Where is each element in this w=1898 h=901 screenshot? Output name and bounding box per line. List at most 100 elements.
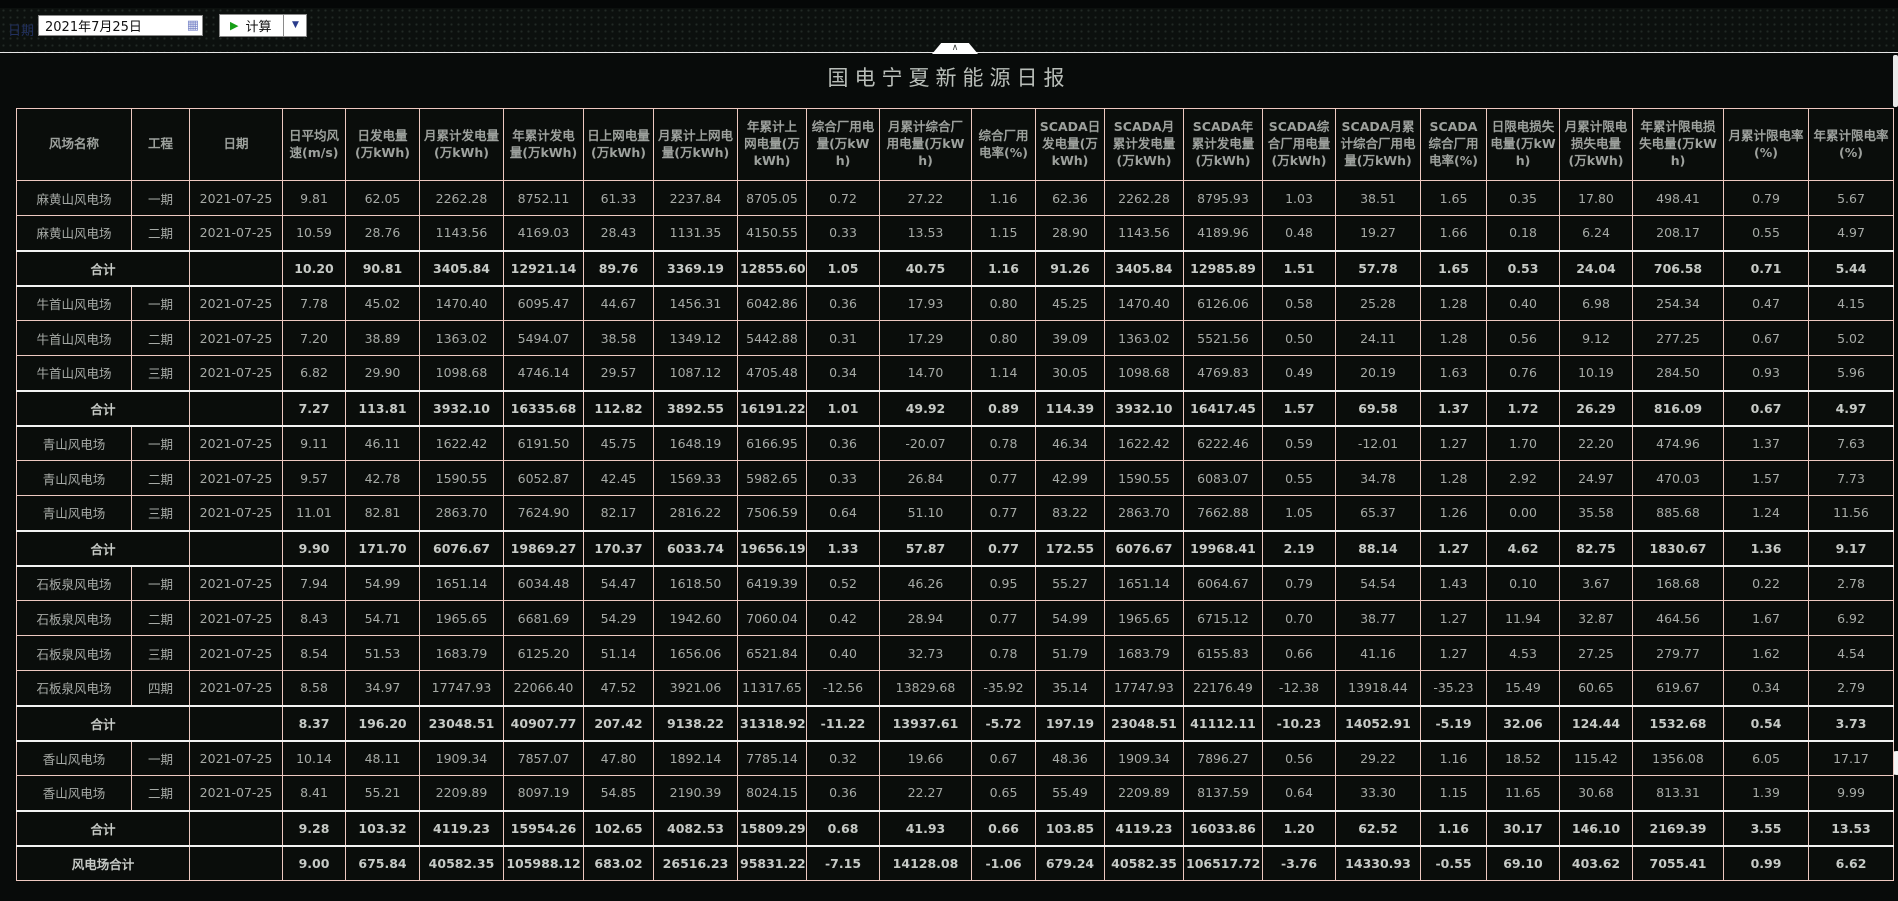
farm-name-cell: 香山风电场 bbox=[16, 775, 132, 811]
total-label-cell: 合计 bbox=[16, 249, 190, 287]
value-cell: 47.52 bbox=[583, 670, 654, 706]
value-cell: 0.40 bbox=[1486, 285, 1560, 321]
subtotal-row: 合计 8.37 196.20 23048.51 40907.77 207.42 9138.2… bbox=[16, 704, 1894, 742]
value-cell: 8024.15 bbox=[737, 775, 807, 811]
value-cell: 0.34 bbox=[806, 355, 880, 391]
value-cell: 8.37 bbox=[282, 704, 346, 742]
table-row: 青山风电场 一期 2021-07-25 9.11 46.11 1622.42 6191.50… bbox=[16, 425, 1894, 461]
value-cell: 55.27 bbox=[1035, 565, 1105, 601]
value-cell: 54.29 bbox=[583, 600, 654, 636]
value-cell: -1.06 bbox=[971, 844, 1036, 881]
value-cell: 54.54 bbox=[1335, 565, 1421, 601]
chevron-down-icon: ▼ bbox=[292, 20, 299, 30]
value-cell: 2262.28 bbox=[419, 180, 504, 216]
column-header: 年累计限电损失电量(万kWh) bbox=[1632, 108, 1724, 181]
farm-name-cell: 青山风电场 bbox=[16, 460, 132, 496]
value-cell: 1.24 bbox=[1723, 495, 1809, 531]
value-cell: 1965.65 bbox=[419, 600, 504, 636]
value-cell: 91.26 bbox=[1035, 249, 1105, 287]
column-header: 月累计综合厂用电量(万kWh) bbox=[879, 108, 972, 181]
value-cell: 1651.14 bbox=[1104, 565, 1184, 601]
value-cell: 885.68 bbox=[1632, 495, 1724, 531]
value-cell: 1363.02 bbox=[419, 320, 504, 356]
value-cell: 14.70 bbox=[879, 355, 972, 391]
calendar-icon[interactable]: ▦ bbox=[186, 18, 199, 33]
scrollbar-thumb[interactable] bbox=[1893, 55, 1898, 107]
phase-cell: 一期 bbox=[131, 740, 190, 776]
play-icon: ▶ bbox=[230, 19, 239, 32]
date-cell: 2021-07-25 bbox=[189, 425, 283, 461]
phase-cell: 二期 bbox=[131, 775, 190, 811]
value-cell: 88.14 bbox=[1335, 529, 1421, 567]
value-cell: 19.27 bbox=[1335, 215, 1421, 251]
value-cell: 1.16 bbox=[1420, 740, 1487, 776]
value-cell: 683.02 bbox=[583, 844, 654, 881]
date-cell: 2021-07-25 bbox=[189, 355, 283, 391]
value-cell: 0.64 bbox=[806, 495, 880, 531]
calculate-button-group: ▶ 计算 ▼ bbox=[219, 14, 308, 37]
value-cell: 1.67 bbox=[1723, 600, 1809, 636]
value-cell: 2209.89 bbox=[419, 775, 504, 811]
value-cell: 1909.34 bbox=[1104, 740, 1184, 776]
value-cell: 48.36 bbox=[1035, 740, 1105, 776]
calculate-dropdown-button[interactable]: ▼ bbox=[283, 14, 308, 37]
value-cell: -20.07 bbox=[879, 425, 972, 461]
value-cell: 6076.67 bbox=[1104, 529, 1184, 567]
table-row: 香山风电场 二期 2021-07-25 8.41 55.21 2209.89 8097.19… bbox=[16, 775, 1894, 811]
value-cell: 1131.35 bbox=[653, 215, 738, 251]
value-cell: 0.99 bbox=[1723, 844, 1809, 881]
value-cell: 17.93 bbox=[879, 285, 972, 321]
value-cell: 40582.35 bbox=[419, 844, 504, 881]
value-cell: 1590.55 bbox=[419, 460, 504, 496]
value-cell: 17747.93 bbox=[419, 670, 504, 706]
total-label-cell: 合计 bbox=[16, 389, 190, 427]
value-cell: 35.14 bbox=[1035, 670, 1105, 706]
value-cell: -10.23 bbox=[1262, 704, 1336, 742]
calculate-button[interactable]: ▶ 计算 bbox=[219, 14, 284, 37]
value-cell: 60.65 bbox=[1559, 670, 1633, 706]
value-cell: 8097.19 bbox=[503, 775, 584, 811]
value-cell: 1143.56 bbox=[419, 215, 504, 251]
value-cell: 65.37 bbox=[1335, 495, 1421, 531]
date-cell: 2021-07-25 bbox=[189, 565, 283, 601]
value-cell: 1.14 bbox=[971, 355, 1036, 391]
value-cell: 27.25 bbox=[1559, 635, 1633, 671]
value-cell: 1470.40 bbox=[419, 285, 504, 321]
value-cell: 102.65 bbox=[583, 809, 654, 847]
value-cell: 0.18 bbox=[1486, 215, 1560, 251]
value-cell: 3932.10 bbox=[419, 389, 504, 427]
value-cell: 1.16 bbox=[1420, 809, 1487, 847]
value-cell: 9.11 bbox=[282, 425, 346, 461]
value-cell: 1.33 bbox=[806, 529, 880, 567]
value-cell: 1.72 bbox=[1486, 389, 1560, 427]
total-label-cell: 合计 bbox=[16, 809, 190, 847]
collapse-panel-tab[interactable]: ∧ bbox=[932, 43, 978, 54]
phase-cell: 二期 bbox=[131, 460, 190, 496]
farm-name-cell: 麻黄山风电场 bbox=[16, 215, 132, 251]
value-cell: 4.97 bbox=[1808, 215, 1894, 251]
value-cell: 4189.96 bbox=[1183, 215, 1263, 251]
column-header: 日平均风速(m/s) bbox=[282, 108, 346, 181]
value-cell: 28.90 bbox=[1035, 215, 1105, 251]
value-cell: 4119.23 bbox=[419, 809, 504, 847]
date-input-value[interactable]: 2021年7月25日 bbox=[45, 20, 142, 35]
value-cell: 6064.67 bbox=[1183, 565, 1263, 601]
date-input[interactable]: 2021年7月25日 ▦ bbox=[38, 15, 203, 36]
value-cell: 19.66 bbox=[879, 740, 972, 776]
value-cell: 7785.14 bbox=[737, 740, 807, 776]
value-cell: 30.68 bbox=[1559, 775, 1633, 811]
value-cell: 3932.10 bbox=[1104, 389, 1184, 427]
value-cell: 1.36 bbox=[1723, 529, 1809, 567]
header-row: 风场名称 工程 日期 日平均风速(m/s) 日发电量(万kWh) 月累计发电量(万kWh)… bbox=[16, 108, 1894, 181]
value-cell: 2.78 bbox=[1808, 565, 1894, 601]
value-cell: 12855.60 bbox=[737, 249, 807, 287]
value-cell: 1456.31 bbox=[653, 285, 738, 321]
subtotal-row: 合计 9.90 171.70 6076.67 19869.27 170.37 6033.74… bbox=[16, 529, 1894, 567]
value-cell: 0.36 bbox=[806, 425, 880, 461]
value-cell: 0.34 bbox=[1723, 670, 1809, 706]
value-cell: 51.10 bbox=[879, 495, 972, 531]
value-cell: 22.20 bbox=[1559, 425, 1633, 461]
value-cell: 54.71 bbox=[345, 600, 420, 636]
value-cell: 1892.14 bbox=[653, 740, 738, 776]
value-cell: 1.27 bbox=[1420, 600, 1487, 636]
